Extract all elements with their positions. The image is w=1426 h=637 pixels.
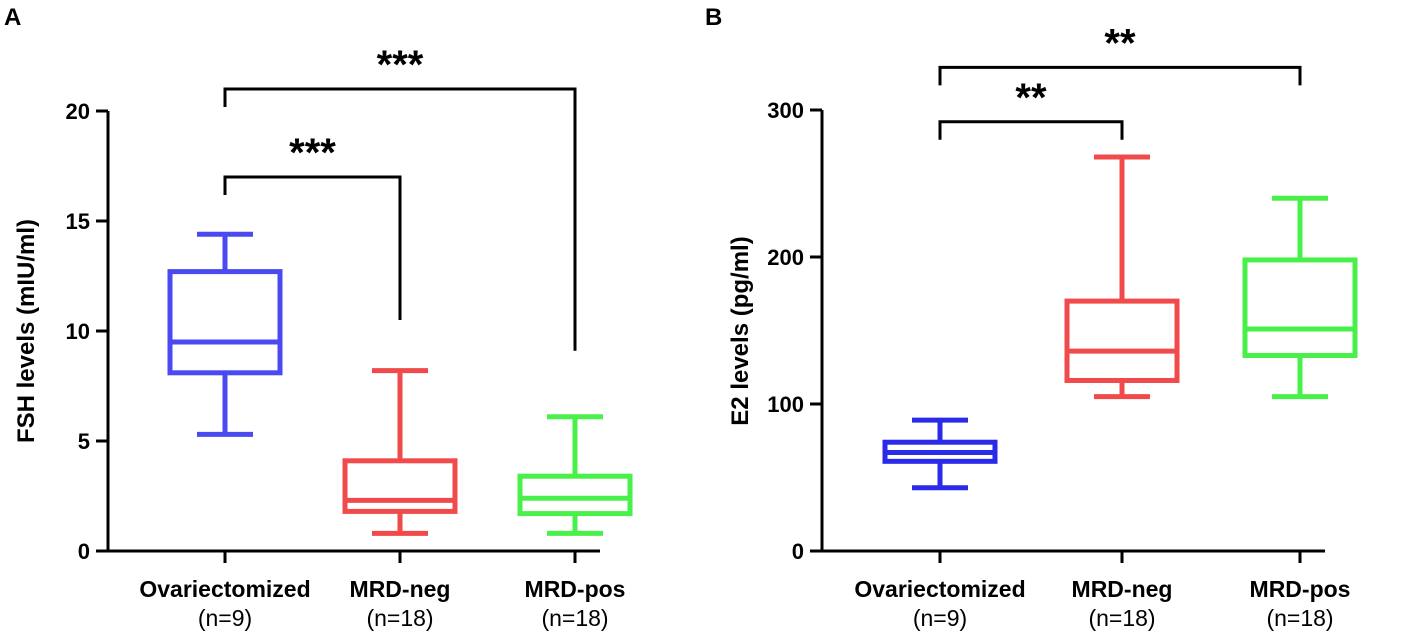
significance-label: *** — [289, 131, 336, 175]
significance-label: ** — [1015, 76, 1047, 120]
x-n-label: (n=9) — [198, 605, 252, 631]
x-n-label: (n=9) — [913, 605, 967, 631]
panel-a: A FSH levels (mIU/ml) 0 5 10 15 20 Ovariectom… — [4, 4, 633, 631]
significance-label: *** — [377, 43, 424, 87]
iqr-box — [342, 458, 458, 514]
y-tick-label: 200 — [767, 245, 804, 270]
y-tick-label: 10 — [66, 319, 90, 344]
iqr-box — [1064, 298, 1180, 383]
y-axis-label-a: FSH levels (mIU/ml) — [13, 219, 40, 443]
y-tick-label: 100 — [767, 392, 804, 417]
significance-bracket: ** — [938, 21, 1302, 86]
significance-bracket: ** — [938, 76, 1124, 140]
x-category-label: MRD-pos — [525, 576, 626, 602]
y-tick-label: 0 — [792, 539, 804, 564]
y-tick-label: 15 — [66, 209, 90, 234]
box-plot-mrd-pos — [517, 414, 633, 536]
x-n-label: (n=18) — [1266, 605, 1333, 631]
x-n-label: (n=18) — [366, 605, 433, 631]
panel-letter-a: A — [4, 4, 21, 31]
panel-b-marks: 0 100 200 300 Ovariectomized (n=9) MRD-neg (n=1… — [767, 21, 1358, 631]
x-category-label: MRD-pos — [1250, 576, 1351, 602]
panel-letter-b: B — [705, 4, 722, 31]
bracket-line — [938, 65, 1302, 86]
x-category-label: MRD-neg — [1072, 576, 1173, 602]
bracket-line — [223, 175, 402, 320]
box-plot-ovariectomized — [882, 417, 998, 491]
x-category-label: MRD-neg — [350, 576, 451, 602]
y-tick-label: 20 — [66, 99, 90, 124]
bracket-line — [223, 87, 577, 351]
panel-b: B E2 levels (pg/ml) 0 100 200 300 Ovariectom… — [705, 4, 1358, 631]
iqr-box — [167, 269, 283, 376]
y-axis-label-b: E2 levels (pg/ml) — [727, 236, 754, 425]
iqr-box — [1242, 257, 1358, 358]
bracket-line — [938, 120, 1124, 140]
significance-bracket: *** — [223, 131, 402, 320]
x-n-label: (n=18) — [1088, 605, 1155, 631]
box-plot-mrd-neg — [342, 368, 458, 536]
significance-label: ** — [1104, 21, 1136, 65]
x-category-label: Ovariectomized — [854, 576, 1025, 602]
box-plot-ovariectomized — [167, 231, 283, 437]
significance-bracket: *** — [223, 43, 577, 351]
panel-a-marks: 0 5 10 15 20 Ovariectomized (n=9) MRD-neg (n=18)… — [66, 43, 633, 631]
x-category-label: Ovariectomized — [139, 576, 310, 602]
box-plot-mrd-pos — [1242, 195, 1358, 400]
x-n-label: (n=18) — [541, 605, 608, 631]
y-tick-label: 0 — [78, 539, 90, 564]
box-plot-mrd-neg — [1064, 154, 1180, 400]
y-tick-label: 5 — [78, 429, 90, 454]
y-tick-label: 300 — [767, 98, 804, 123]
iqr-box — [517, 473, 633, 517]
